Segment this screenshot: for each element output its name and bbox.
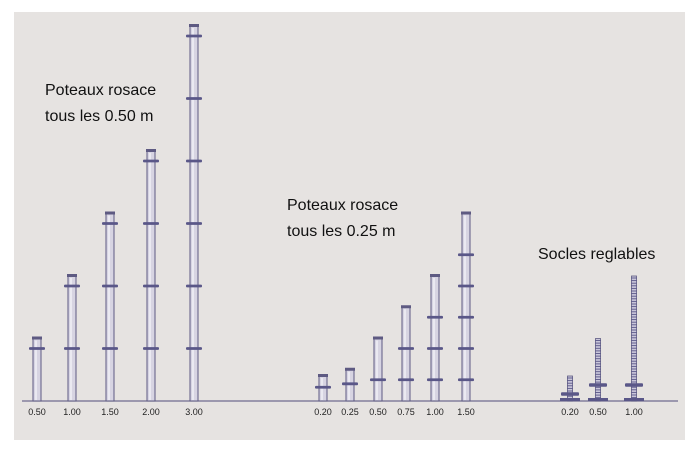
post-rosace-025-1 xyxy=(345,369,355,402)
rosette-rosace-050-4-1 xyxy=(186,284,202,288)
rosette-rosace-050-1-0 xyxy=(64,347,80,350)
rosette-rosace-025-4-2 xyxy=(427,315,443,319)
group-label-rosace-050-line1: Poteaux rosace xyxy=(45,82,156,99)
post-cap-rosace-050-4 xyxy=(189,24,199,27)
post-rosace-025-4 xyxy=(430,275,440,402)
rosette-rosace-025-5-4 xyxy=(458,253,474,257)
rosette-rosace-050-0-0 xyxy=(29,347,45,350)
length-label-rosace-050-4: 3.00 xyxy=(185,407,203,417)
rosette-rosace-050-3-1 xyxy=(143,284,159,288)
rosette-rosace-050-4-5 xyxy=(186,34,202,38)
rosette-rosace-025-5-0 xyxy=(458,378,474,382)
rosette-rosace-025-5-1 xyxy=(458,347,474,350)
post-cap-rosace-050-1 xyxy=(67,274,77,277)
post-cap-rosace-050-3 xyxy=(146,149,156,152)
post-rosace-050-2 xyxy=(105,213,115,402)
rosette-rosace-050-3-0 xyxy=(143,347,159,350)
length-label-rosace-050-2: 1.50 xyxy=(101,407,119,417)
post-cap-rosace-025-2 xyxy=(373,336,383,340)
length-label-rosace-025-5: 1.50 xyxy=(457,407,475,417)
rosette-rosace-025-0-0 xyxy=(315,385,331,389)
rosette-rosace-025-2-0 xyxy=(370,378,386,382)
post-cap-rosace-025-3 xyxy=(401,305,411,309)
rosette-rosace-050-4-0 xyxy=(186,347,202,350)
length-label-rosace-025-2: 0.50 xyxy=(369,407,387,417)
length-label-socles-0: 0.20 xyxy=(561,407,579,417)
post-rosace-025-5 xyxy=(461,213,471,402)
post-rosace-050-1 xyxy=(67,275,77,402)
length-label-rosace-025-0: 0.20 xyxy=(314,407,332,417)
rosette-rosace-025-3-1 xyxy=(398,347,414,350)
rosette-rosace-050-2-0 xyxy=(102,347,118,350)
jack-nut-socles-2 xyxy=(625,383,643,387)
rosette-rosace-050-3-3 xyxy=(143,159,159,163)
group-label-socles: Socles reglables xyxy=(538,246,655,263)
post-cap-rosace-025-1 xyxy=(345,367,355,371)
rosette-rosace-050-3-2 xyxy=(143,222,159,225)
post-rosace-050-3 xyxy=(146,150,156,402)
jack-nut-socles-1 xyxy=(589,383,607,387)
length-label-rosace-025-1: 0.25 xyxy=(341,407,359,417)
rosette-rosace-025-3-0 xyxy=(398,378,414,382)
rosette-rosace-050-4-4 xyxy=(186,97,202,100)
rosette-rosace-050-2-2 xyxy=(102,222,118,225)
rosette-rosace-050-4-3 xyxy=(186,159,202,163)
length-label-rosace-050-3: 2.00 xyxy=(142,407,160,417)
group-label-rosace-050-line2: tous les 0.50 m xyxy=(45,108,154,125)
rosette-rosace-050-1-1 xyxy=(64,284,80,288)
jack-plate-socles-0 xyxy=(560,398,580,401)
rosette-rosace-025-5-2 xyxy=(458,315,474,319)
length-label-rosace-050-1: 1.00 xyxy=(63,407,81,417)
rosette-rosace-025-4-0 xyxy=(427,378,443,382)
post-rosace-050-4 xyxy=(189,25,199,402)
rosette-rosace-025-4-1 xyxy=(427,347,443,350)
post-cap-rosace-025-4 xyxy=(430,274,440,277)
rosette-rosace-050-2-1 xyxy=(102,284,118,288)
rosette-rosace-050-4-2 xyxy=(186,222,202,225)
post-rosace-025-2 xyxy=(373,338,383,402)
rosette-rosace-025-5-3 xyxy=(458,284,474,288)
post-cap-rosace-050-2 xyxy=(105,211,115,215)
length-label-rosace-025-4: 1.00 xyxy=(426,407,444,417)
post-cap-rosace-050-0 xyxy=(32,336,42,340)
length-label-socles-2: 1.00 xyxy=(625,407,643,417)
length-label-socles-1: 0.50 xyxy=(589,407,607,417)
jack-plate-socles-1 xyxy=(588,398,608,401)
jack-nut-socles-0 xyxy=(561,392,579,396)
group-label-rosace-025-line1: Poteaux rosace xyxy=(287,197,398,214)
length-label-rosace-025-3: 0.75 xyxy=(397,407,415,417)
post-cap-rosace-025-0 xyxy=(318,374,328,377)
jack-plate-socles-2 xyxy=(624,398,644,401)
post-cap-rosace-025-5 xyxy=(461,211,471,215)
post-rosace-025-3 xyxy=(401,306,411,402)
rosette-rosace-025-1-0 xyxy=(342,382,358,386)
length-label-rosace-050-0: 0.50 xyxy=(28,407,46,417)
group-label-rosace-025-line2: tous les 0.25 m xyxy=(287,223,396,240)
